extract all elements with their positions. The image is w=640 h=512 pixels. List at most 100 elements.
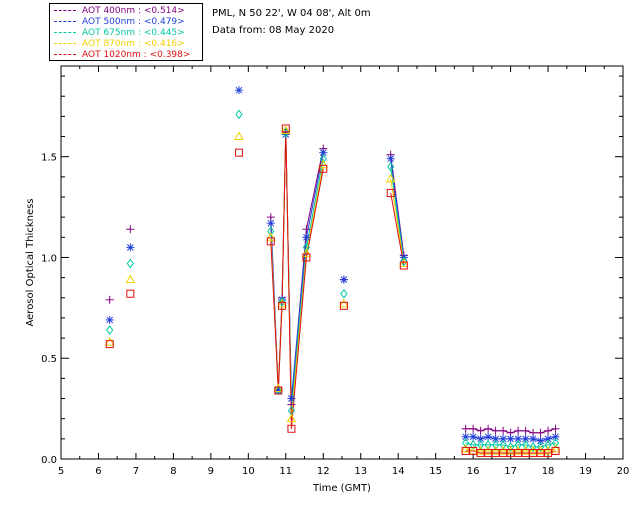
plot-frame: [60, 65, 624, 460]
data-point-aot-870nm: [550, 443, 561, 453]
data-point-aot-675nm: [469, 440, 477, 450]
y-tick-label-1.5: 1.5: [41, 153, 57, 164]
legend-swatch-1020nm: [54, 54, 76, 55]
data-point-aot-400nm: [491, 426, 500, 435]
legend-item-870nm: AOT 870nm : <0.416>: [54, 39, 185, 49]
series-line-aot-675nm: [390, 166, 405, 262]
data-point-aot-870nm: [475, 445, 486, 455]
data-point-aot-675nm: [278, 296, 286, 307]
series-line-aot-870nm: [390, 178, 405, 264]
date-text: Data from: 08 May 2020: [212, 25, 335, 36]
data-point-aot-400nm: [514, 426, 523, 435]
data-point-aot-675nm: [106, 325, 114, 335]
data-point-aot-400nm: [461, 424, 470, 433]
series-line-aot-500nm: [390, 158, 405, 258]
series-line-aot-1020nm: [465, 450, 556, 454]
data-point-aot-500nm: [339, 275, 348, 284]
series-line-aot-1020nm: [390, 192, 405, 266]
y-tick-label-1.0: 1.0: [41, 253, 57, 264]
data-point-aot-1020nm: [281, 124, 290, 133]
data-point-aot-400nm: [235, 52, 243, 60]
x-tick-label-11: 11: [279, 466, 292, 477]
x-tick-label-14: 14: [392, 466, 405, 477]
data-point-aot-400nm: [126, 225, 135, 234]
data-point-aot-400nm: [484, 424, 493, 433]
y-axis-title: Aerosol Optical Thickness: [25, 198, 36, 326]
data-point-aot-870nm: [535, 445, 546, 455]
data-point-aot-675nm: [499, 440, 507, 450]
x-tick-label-12: 12: [317, 466, 330, 477]
data-point-aot-1020nm: [386, 188, 395, 197]
data-point-aot-675nm: [302, 242, 311, 253]
data-point-aot-675nm: [529, 442, 537, 452]
data-point-aot-870nm: [125, 274, 136, 284]
data-point-aot-500nm: [514, 434, 523, 443]
x-tick-label-16: 16: [467, 466, 480, 477]
x-tick-label-8: 8: [170, 466, 176, 477]
data-point-aot-500nm: [506, 434, 515, 443]
data-point-aot-870nm: [318, 159, 329, 169]
data-point-aot-870nm: [513, 445, 523, 455]
x-tick-label-7: 7: [133, 466, 139, 477]
legend-swatch-400nm: [54, 10, 76, 11]
data-point-aot-1020nm: [399, 261, 408, 270]
data-point-aot-1020nm: [266, 237, 275, 246]
data-point-aot-500nm: [266, 219, 275, 228]
data-point-aot-1020nm: [319, 164, 328, 173]
x-tick-label-20: 20: [617, 466, 630, 477]
data-point-aot-675nm: [282, 127, 290, 138]
data-point-aot-675nm: [387, 161, 395, 172]
data-point-aot-1020nm: [551, 446, 560, 455]
x-tick-label-13: 13: [354, 466, 367, 477]
data-point-aot-870nm: [528, 445, 538, 455]
data-point-aot-400nm: [302, 225, 311, 234]
data-point-aot-400nm: [105, 295, 114, 304]
data-point-aot-675nm: [267, 226, 275, 237]
data-point-aot-400nm: [476, 426, 485, 435]
x-tick-label-19: 19: [579, 466, 592, 477]
data-point-aot-675nm: [319, 153, 327, 164]
data-point-aot-1020nm: [339, 301, 348, 310]
series-line-aot-1020nm: [270, 128, 324, 429]
data-point-aot-870nm: [460, 443, 471, 453]
legend-item-1020nm: AOT 1020nm : <0.398>: [54, 50, 190, 60]
data-point-aot-675nm: [544, 440, 552, 450]
data-point-aot-675nm: [400, 256, 408, 267]
legend-label-1020nm: AOT 1020nm : <0.398>: [82, 50, 191, 60]
y-tick-label-0.0: 0.0: [41, 455, 57, 466]
x-tick-label-18: 18: [542, 466, 555, 477]
data-point-aot-500nm: [234, 86, 243, 95]
data-point-aot-400nm: [521, 426, 530, 435]
data-point-aot-870nm: [490, 445, 501, 455]
data-point-aot-500nm: [529, 434, 538, 443]
data-point-aot-870nm: [520, 445, 531, 455]
legend-item-500nm: AOT 500nm : <0.479>: [54, 17, 185, 27]
x-tick-label-6: 6: [95, 466, 101, 477]
data-point-aot-870nm: [277, 298, 287, 308]
legend-swatch-500nm: [54, 21, 76, 22]
data-point-aot-500nm: [484, 432, 493, 441]
legend-item-675nm: AOT 675nm : <0.445>: [54, 28, 185, 38]
data-point-aot-675nm: [484, 440, 492, 450]
data-point-aot-500nm: [287, 394, 296, 403]
legend-swatch-675nm: [54, 32, 76, 33]
legend-swatch-870nm: [54, 43, 76, 44]
data-point-aot-870nm: [301, 248, 312, 257]
x-tick-label-9: 9: [208, 466, 214, 477]
y-tick-label-0.5: 0.5: [41, 354, 57, 365]
data-point-aot-500nm: [469, 432, 478, 441]
data-point-aot-870nm: [234, 131, 244, 141]
data-point-aot-870nm: [280, 125, 291, 134]
data-point-aot-870nm: [339, 298, 349, 308]
x-tick-label-15: 15: [429, 466, 442, 477]
data-point-aot-675nm: [235, 109, 243, 120]
data-point-aot-675nm: [126, 258, 134, 269]
legend: AOT 400nm : <0.514> AOT 500nm : <0.479> …: [49, 3, 203, 61]
data-point-aot-675nm: [340, 288, 348, 299]
data-point-aot-870nm: [385, 173, 396, 183]
legend-label-500nm: AOT 500nm : <0.479>: [82, 17, 185, 27]
data-point-aot-870nm: [498, 445, 508, 455]
data-point-aot-870nm: [505, 445, 516, 455]
data-point-aot-1020nm: [126, 289, 135, 298]
